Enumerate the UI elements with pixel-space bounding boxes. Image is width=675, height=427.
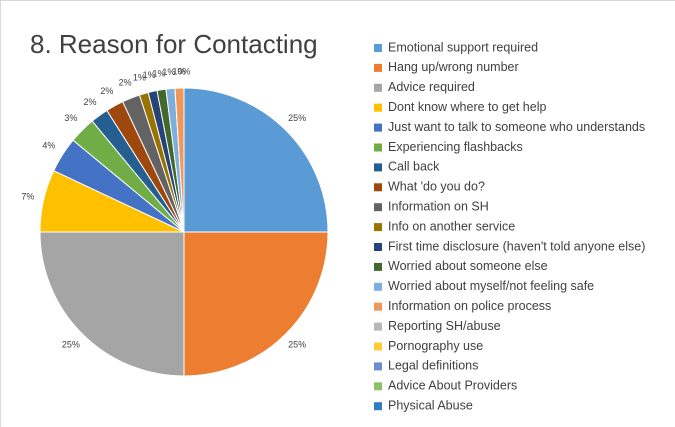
legend-label: Pornography use <box>388 339 483 353</box>
data-label: 25% <box>62 340 80 350</box>
legend-label: Hang up/wrong number <box>388 60 519 74</box>
legend-swatch <box>374 163 382 172</box>
chart-title: 8. Reason for Contacting <box>30 29 318 59</box>
legend-swatch <box>374 302 382 311</box>
data-label: 1% <box>133 73 146 83</box>
legend-swatch <box>374 402 382 411</box>
legend-label: Advice About Providers <box>388 379 517 393</box>
data-label: 4% <box>42 141 55 151</box>
legend-label: Call back <box>388 160 440 174</box>
legend-swatch <box>374 103 382 112</box>
pie-slice <box>183 87 329 233</box>
legend-label: Dont know where to get help <box>388 100 546 114</box>
data-label: 7% <box>21 191 34 201</box>
legend-swatch <box>374 203 382 212</box>
legend-swatch <box>374 44 382 52</box>
legend-swatch <box>374 362 382 371</box>
data-label: 1% <box>162 67 175 77</box>
legend-swatch <box>374 183 382 192</box>
legend-swatch <box>374 322 382 331</box>
legend-label: Experiencing flashbacks <box>388 140 523 154</box>
data-label: 1% <box>152 68 165 78</box>
legend-label: Emotional support required <box>388 40 538 54</box>
data-label: 3% <box>64 113 77 123</box>
legend-label: Advice required <box>388 80 475 94</box>
data-label: 25% <box>288 113 306 123</box>
legend-label: Physical Abuse <box>388 398 473 412</box>
legend-label: What 'do you do? <box>388 180 485 194</box>
pie-slice <box>183 231 329 377</box>
legend-swatch <box>374 143 382 152</box>
legend-label: Info on another service <box>388 219 515 233</box>
legend-label: Worried about myself/not feeling safe <box>388 279 594 293</box>
legend-label: Reporting SH/abuse <box>388 319 501 333</box>
data-label: 2% <box>100 86 113 96</box>
legend-label: Information on SH <box>388 199 489 213</box>
data-label: 2% <box>119 78 132 88</box>
data-label: 1% <box>172 66 185 76</box>
legend-swatch <box>374 223 382 232</box>
data-label: 1% <box>143 70 156 80</box>
legend-label: Information on police process <box>388 299 551 313</box>
legend-label: First time disclosure (haven't told anyo… <box>388 239 645 253</box>
data-label: 2% <box>83 97 96 107</box>
legend-label: Legal definitions <box>388 359 478 373</box>
legend-label: Just want to talk to someone who underst… <box>388 120 645 134</box>
data-label: 0% <box>177 66 190 76</box>
legend-label: Worried about someone else <box>388 259 548 273</box>
legend-swatch <box>374 382 382 391</box>
data-label: 25% <box>288 340 306 350</box>
pie-slice <box>39 231 185 377</box>
legend-swatch <box>374 243 382 251</box>
legend-swatch <box>374 282 382 291</box>
legend-swatch <box>374 262 382 271</box>
legend-swatch <box>374 342 382 351</box>
legend-swatch <box>374 123 382 132</box>
legend-swatch <box>374 63 382 72</box>
legend-swatch <box>374 83 382 92</box>
